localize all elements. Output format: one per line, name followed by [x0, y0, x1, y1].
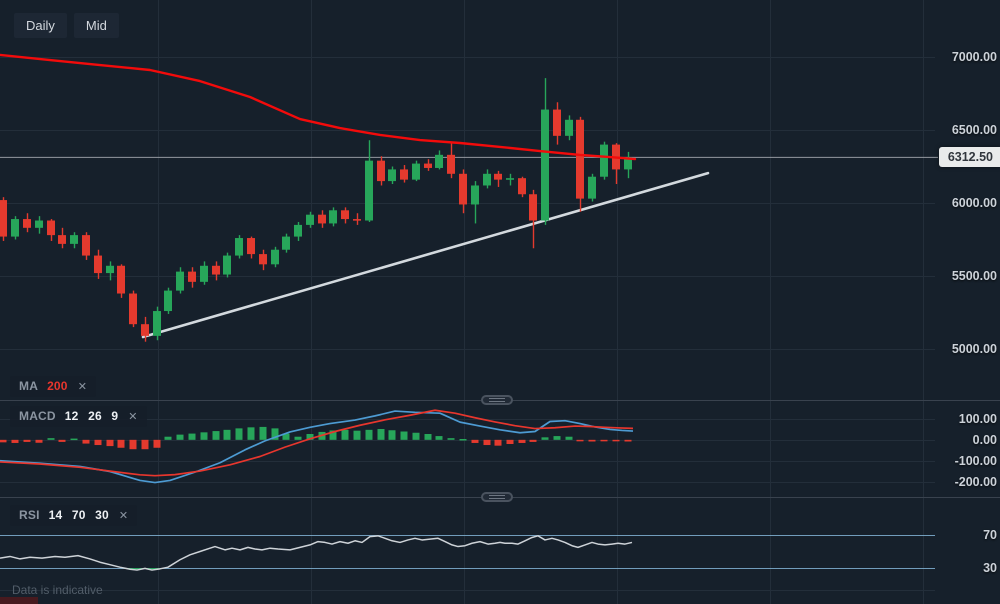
- axis-tick-label: 30: [983, 561, 997, 575]
- rsi-close-icon[interactable]: ✕: [118, 509, 129, 522]
- data-indicative-note: Data is indicative: [12, 583, 103, 597]
- axis-tick-label: -200.00: [954, 474, 997, 489]
- axis-tick-label: 6500.00: [951, 123, 997, 137]
- axis-tick-label: 0.00: [972, 432, 997, 447]
- timeframe-mid-button[interactable]: Mid: [73, 13, 119, 38]
- macd-indicator-name: MACD: [19, 409, 56, 423]
- ma-close-icon[interactable]: ✕: [77, 380, 88, 393]
- axis-tick-label: 5500.00: [951, 269, 997, 283]
- macd-indicator-params: 12 26 9: [64, 409, 119, 423]
- ma-indicator-period: 200: [47, 379, 68, 393]
- axis-tick-label: 7000.00: [951, 50, 997, 64]
- rsi-panel-resize-handle[interactable]: [481, 492, 513, 502]
- rsi-indicator-params: 14 70 30: [48, 508, 109, 522]
- rsi-indicator-label: RSI 14 70 30 ✕: [10, 505, 138, 526]
- rsi-indicator-name: RSI: [19, 508, 40, 522]
- axis-tick-label: 5000.00: [951, 342, 997, 356]
- axis-tick-label: 100.00: [958, 412, 997, 426]
- ma-indicator-label: MA 200 ✕: [10, 376, 97, 397]
- macd-close-icon[interactable]: ✕: [128, 410, 138, 423]
- axis-tick-label: 6000.00: [951, 196, 997, 210]
- macd-panel-resize-handle[interactable]: [481, 395, 513, 405]
- bottom-left-red-fragment: [0, 597, 38, 604]
- axis-tick-label: 70: [983, 528, 997, 542]
- last-price-label: 6312.50: [938, 147, 1000, 168]
- ma-indicator-name: MA: [19, 379, 39, 393]
- timeframe-toolbar: Daily Mid: [14, 13, 119, 38]
- timeframe-daily-button[interactable]: Daily: [14, 13, 67, 38]
- macd-indicator-label: MACD 12 26 9 ✕: [10, 406, 147, 427]
- axis-tick-label: -100.00: [954, 453, 997, 468]
